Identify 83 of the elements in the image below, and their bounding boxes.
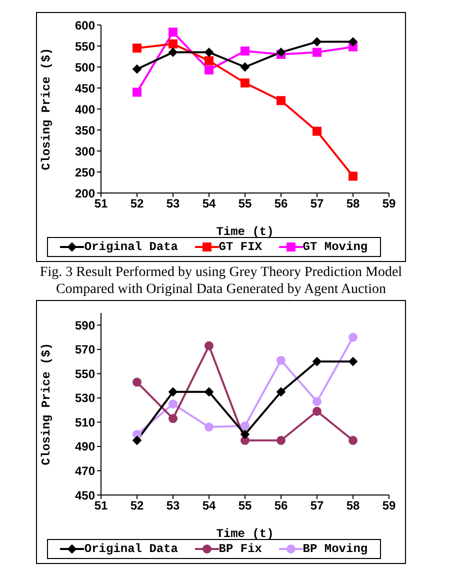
point <box>240 46 250 56</box>
point <box>312 357 322 366</box>
y-tick-label: 530 <box>74 391 96 406</box>
point <box>132 378 142 387</box>
point <box>168 48 178 57</box>
x-tick-label: 53 <box>166 196 180 211</box>
y-tick-label: 550 <box>74 366 96 381</box>
legend-label: Original Data <box>84 542 178 556</box>
point <box>132 436 142 445</box>
x-tick-label: 58 <box>346 196 360 211</box>
point <box>168 400 178 408</box>
x-tick-label: 54 <box>202 498 216 513</box>
y-tick-label: 550 <box>74 39 96 54</box>
point <box>204 48 214 57</box>
point <box>168 414 178 424</box>
x-tick-label: 52 <box>130 498 144 513</box>
x-tick-label: 51 <box>94 498 108 513</box>
point <box>312 37 322 46</box>
point <box>312 406 322 416</box>
point <box>132 88 142 97</box>
y-tick-label: 400 <box>74 102 96 116</box>
x-tick-label: 56 <box>274 498 288 513</box>
point <box>276 387 286 396</box>
y-tick-label: 250 <box>74 165 96 180</box>
point <box>132 64 142 74</box>
point <box>276 436 286 445</box>
y-tick-label: 350 <box>74 123 96 138</box>
x-axis-title: Time (t) <box>216 527 274 541</box>
x-tick-label: 57 <box>310 196 324 211</box>
point <box>168 28 178 37</box>
x-tick-label: 51 <box>94 196 108 211</box>
point <box>204 422 214 432</box>
point <box>240 430 250 439</box>
y-tick-label: 450 <box>74 488 96 502</box>
legend-label: BP Fix <box>218 542 262 556</box>
y-tick-label: 570 <box>74 342 96 357</box>
y-tick-label: 300 <box>74 144 96 158</box>
point <box>276 96 286 106</box>
point <box>348 357 358 366</box>
legend-label: GT FIX <box>218 240 262 254</box>
y-tick-label: 600 <box>74 18 96 32</box>
point <box>348 37 358 46</box>
y-tick-label: 510 <box>74 415 96 430</box>
y-axis-title: Closing Price ($) <box>39 48 54 170</box>
x-tick-label: 54 <box>202 196 216 211</box>
x-tick-label: 57 <box>310 498 324 513</box>
point <box>312 126 322 136</box>
x-tick-label: 59 <box>382 498 396 513</box>
y-tick-label: 500 <box>74 60 96 74</box>
caption: Fig. 3 Result Performed by using Grey Theory Prediction Model Compared with Original Data Generated by Agent Auction <box>38 264 404 298</box>
y-tick-label: 450 <box>74 81 96 96</box>
point <box>204 341 214 350</box>
x-axis-title: Time (t) <box>216 225 274 239</box>
x-tick-label: 53 <box>166 498 180 513</box>
y-axis-title: Closing Price ($) <box>39 342 54 466</box>
x-tick-label: 59 <box>382 196 396 211</box>
x-tick-label: 52 <box>130 196 144 211</box>
legend-label: GT Moving <box>302 240 368 254</box>
point <box>348 172 358 181</box>
y-tick-label: 470 <box>74 464 96 478</box>
point <box>240 421 250 430</box>
y-tick-label: 200 <box>74 186 96 200</box>
point <box>132 44 142 53</box>
legend-label: BP Moving <box>302 542 368 556</box>
x-tick-label: 56 <box>274 196 288 211</box>
point <box>312 397 322 406</box>
y-tick-label: 590 <box>74 318 96 332</box>
point <box>348 436 358 445</box>
legend-label: Original Data <box>84 240 178 254</box>
point <box>204 387 214 396</box>
point <box>276 356 286 365</box>
x-tick-label: 55 <box>238 498 252 513</box>
x-tick-label: 58 <box>346 498 360 513</box>
point <box>348 332 358 342</box>
point <box>240 62 250 72</box>
point <box>204 56 214 66</box>
point <box>204 65 214 74</box>
point <box>312 48 322 57</box>
point <box>168 387 178 396</box>
point <box>168 39 178 48</box>
point <box>240 78 250 88</box>
x-tick-label: 55 <box>238 196 252 211</box>
y-tick-label: 490 <box>74 440 96 454</box>
